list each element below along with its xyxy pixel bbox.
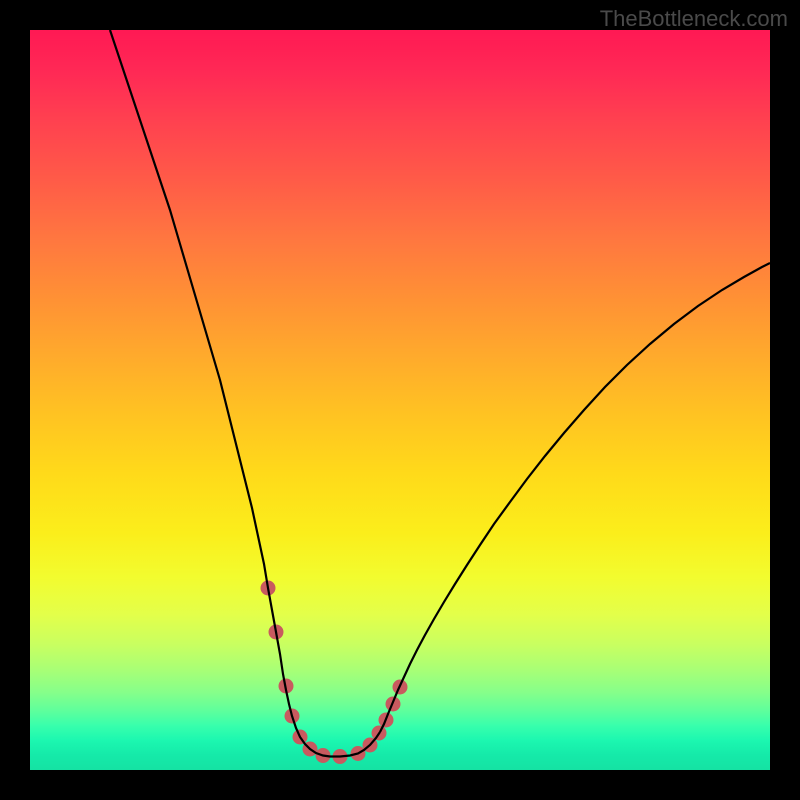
curve-left: [110, 30, 380, 757]
watermark-text: TheBottleneck.com: [600, 6, 788, 32]
plot-area: [30, 30, 770, 770]
chart-svg: [30, 30, 770, 770]
curve-right: [380, 263, 770, 732]
